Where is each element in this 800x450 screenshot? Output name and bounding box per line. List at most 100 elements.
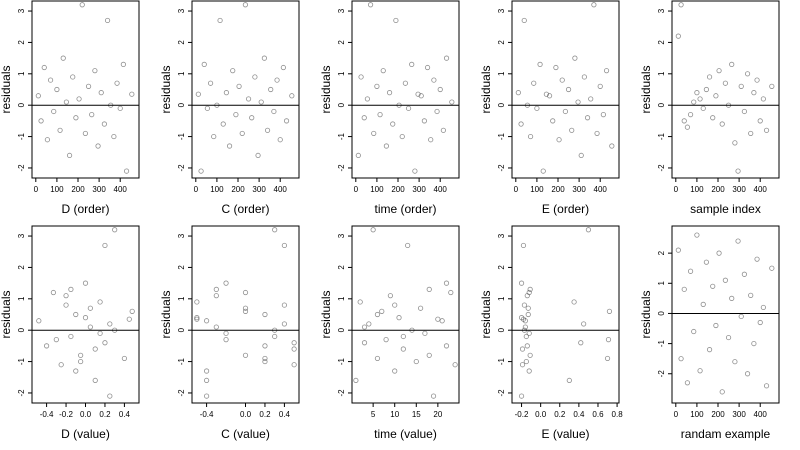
x-tick-label: 200 [71, 185, 85, 194]
x-tick-label: 300 [92, 185, 106, 194]
plot-frame [511, 0, 620, 179]
x-tick-label: 200 [391, 185, 405, 194]
point [703, 86, 710, 93]
point [355, 152, 361, 159]
point [121, 355, 128, 362]
point [426, 352, 432, 358]
x-tick-label: 100 [690, 410, 704, 419]
point [518, 393, 525, 399]
point [525, 311, 531, 318]
point [358, 74, 364, 80]
point [691, 328, 697, 335]
point [754, 256, 760, 262]
point [729, 61, 735, 67]
point [719, 389, 725, 395]
x-tick-label: 200 [711, 185, 725, 194]
point [694, 90, 700, 96]
x-axis-label: D (order) [61, 202, 109, 216]
y-tick-label: 1 [177, 296, 186, 301]
x-axis-label: C (value) [221, 427, 270, 441]
point [383, 337, 389, 343]
y-tick-label: 2 [657, 250, 666, 255]
point [443, 55, 450, 61]
point [73, 368, 79, 374]
y-tick-label: -1 [177, 132, 186, 140]
point [392, 302, 398, 308]
point [440, 127, 446, 133]
point [54, 86, 60, 93]
point [700, 301, 706, 307]
point [763, 127, 770, 133]
point [217, 17, 223, 24]
point [527, 352, 533, 358]
x-tick-label: 100 [50, 185, 64, 194]
point [735, 168, 741, 174]
point [291, 346, 297, 352]
point [366, 321, 372, 327]
point [291, 340, 297, 346]
point [393, 17, 399, 24]
point [223, 90, 230, 96]
y-tick-label: 1 [17, 296, 26, 301]
y-axis-label: residuals [319, 290, 333, 338]
point [374, 83, 380, 89]
y-tick-label: 0 [17, 327, 26, 332]
x-axis-label: C (order) [221, 202, 269, 216]
point [203, 318, 210, 324]
y-tick-label: 1 [497, 71, 506, 76]
x-tick-label: 400 [754, 410, 768, 419]
point [68, 286, 74, 292]
y-tick-label: 0 [337, 327, 346, 332]
point [584, 115, 591, 121]
point [63, 293, 69, 299]
x-tick-label: 300 [732, 185, 746, 194]
point [681, 286, 687, 292]
point [123, 168, 130, 174]
point [242, 305, 249, 311]
point [681, 118, 687, 124]
point [706, 347, 713, 353]
point [713, 93, 719, 99]
point [604, 355, 611, 362]
y-tick-label: 0 [177, 102, 186, 107]
x-tick-label: 100 [210, 185, 224, 194]
point [566, 377, 572, 384]
point [449, 99, 455, 105]
y-tick-label: -2 [177, 164, 186, 172]
y-axis-label: residuals [639, 290, 653, 338]
point [520, 242, 527, 249]
point [98, 90, 104, 96]
point [262, 355, 268, 362]
plot-frame [351, 0, 460, 179]
y-tick-label: 2 [17, 40, 26, 45]
x-tick-label: 0.6 [592, 410, 604, 419]
point [73, 115, 79, 121]
x-tick-label: 20 [433, 410, 442, 419]
point [97, 299, 103, 305]
point [697, 96, 703, 102]
point [697, 368, 703, 374]
point [605, 337, 612, 343]
point [421, 118, 427, 124]
point [60, 55, 66, 61]
point [405, 242, 411, 249]
x-tick-label: 100 [530, 185, 544, 194]
point [751, 90, 757, 96]
point [581, 74, 587, 80]
point [194, 315, 200, 321]
y-tick-label: 1 [657, 281, 666, 286]
point [716, 68, 722, 74]
point [588, 96, 594, 102]
point [63, 302, 69, 308]
point [710, 115, 716, 121]
y-tick-label: 2 [17, 265, 26, 270]
x-tick-label: 0.0 [80, 410, 92, 419]
y-tick-label: 0 [657, 311, 666, 316]
x-axis-label: sample index [690, 202, 761, 216]
x-tick-label: 300 [252, 185, 266, 194]
x-tick-label: -0.2 [59, 410, 73, 419]
point [44, 137, 51, 143]
point [594, 130, 600, 137]
point [289, 93, 295, 99]
point [201, 61, 207, 67]
